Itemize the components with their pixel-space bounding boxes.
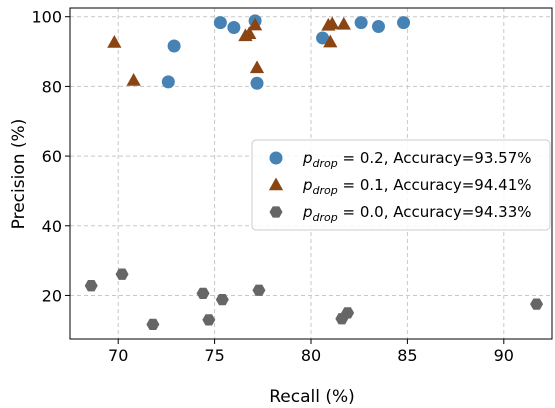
data-point-triangle [242,26,257,40]
y-tick-label: 40 [42,217,62,236]
series-1 [107,16,351,86]
data-point-hexagon [115,268,129,280]
data-point-circle [161,75,175,89]
data-point-circle [316,31,330,45]
legend-label: pdrop = 0.0, Accuracy=94.33% [302,203,532,224]
legend-label: pdrop = 0.1, Accuracy=94.41% [302,176,532,197]
x-tick-label: 75 [204,346,224,365]
legend-item: pdrop = 0.1, Accuracy=94.41% [268,176,532,197]
tick-labels: 70 75 80 85 90 20 40 60 80 100 [31,8,514,365]
data-point-hexagon [84,280,98,292]
data-points [84,14,544,330]
data-point-triangle [247,17,263,31]
x-tick-label: 80 [301,346,321,365]
legend-label: pdrop = 0.2, Accuracy=93.57% [302,149,532,170]
data-point-triangle [107,34,122,48]
plot-frame [69,7,553,340]
data-point-circle [167,39,181,53]
x-tick-label: 85 [397,346,417,365]
data-point-triangle [336,16,351,30]
legend-item: pdrop = 0.2, Accuracy=93.57% [269,149,532,170]
data-point-hexagon [341,307,355,319]
x-tick-label: 70 [108,346,128,365]
y-tick-label: 100 [31,8,62,27]
data-point-triangle [126,72,141,86]
legend-item: pdrop = 0.0, Accuracy=94.33% [269,203,532,224]
data-point-hexagon [146,318,160,330]
data-point-hexagon [196,287,210,299]
legend-box [251,139,551,231]
data-point-triangle [323,34,338,48]
data-point-triangle [249,60,265,74]
data-point-circle [250,76,264,90]
y-tick-label: 60 [42,147,62,166]
y-tick-label: 80 [42,77,62,96]
legend-marker-triangle [268,177,284,191]
series-0 [161,14,411,90]
data-point-hexagon [202,314,216,326]
data-point-hexagon [252,284,266,296]
y-axis-label: Precision (%) [9,119,29,230]
legend: pdrop = 0.2, Accuracy=93.57% pdrop = 0.1,… [251,139,551,231]
data-point-hexagon [530,298,544,310]
series-2 [84,268,544,330]
legend-marker-hexagon [269,206,283,218]
data-point-circle [354,16,368,30]
data-point-circle [371,19,385,33]
data-point-circle [397,16,411,30]
data-point-triangle [325,16,340,30]
data-point-circle [227,21,241,35]
legend-marker-circle [269,151,283,165]
x-axis-label: Recall (%) [269,387,355,407]
data-point-circle [213,16,227,30]
y-tick-label: 20 [42,286,62,305]
x-tick-label: 90 [494,346,514,365]
data-point-hexagon [215,294,229,306]
